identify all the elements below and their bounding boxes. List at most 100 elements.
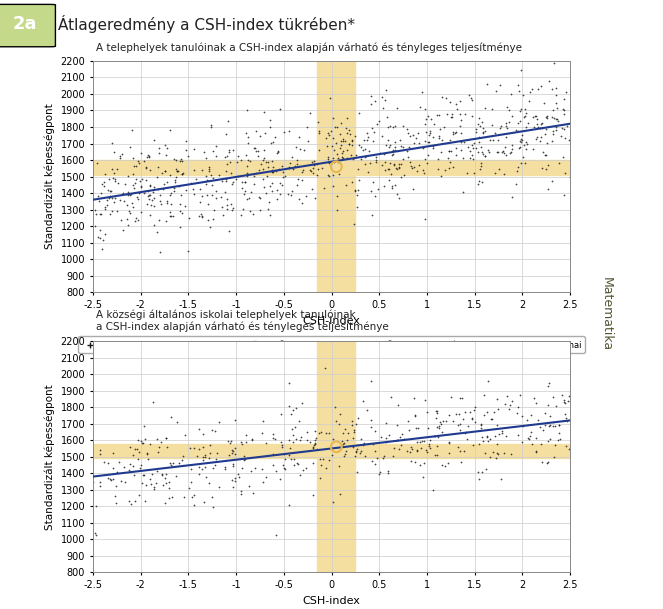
Point [123,172,134,181]
Text: A községi általános iskolai telephelyek tanulóinak
a CSH-index alapján várható é: A községi általános iskolai telephelyek … [96,309,389,332]
Point [201,178,211,188]
Point [137,438,147,448]
X-axis label: CSH-index: CSH-index [302,596,361,606]
Point [433,423,444,433]
Point [319,183,330,193]
Point [515,106,526,116]
Point [394,135,405,145]
Point [543,381,554,391]
Point [331,162,341,172]
Point [384,175,394,185]
Point [223,436,233,446]
Point [474,121,485,130]
Point [511,166,522,176]
Point [431,110,442,120]
Point [241,437,251,447]
Point [156,200,166,209]
Point [413,128,424,138]
Point [352,445,363,454]
Point [308,443,318,452]
Point [151,434,162,443]
Point [242,161,253,171]
Point [341,153,352,163]
Point [168,211,179,221]
Point [318,454,328,463]
Point [432,408,442,418]
Point [121,200,132,210]
Point [444,135,455,145]
Point [469,403,480,412]
Point [432,154,443,164]
Point [419,458,430,468]
Point [284,127,295,136]
Point [388,146,398,155]
Point [497,146,508,155]
Point [482,407,493,417]
Point [432,422,442,432]
Point [254,205,265,215]
Legend: Telephelyek, Országos trend, Az Önök telephelye, Az Önök telephelyének konfidenc: Telephelyek, Országos trend, Az Önök tel… [78,336,585,353]
Point [335,143,346,153]
Point [370,459,381,469]
Point [124,208,135,218]
Point [434,421,444,431]
Point [160,433,171,443]
Point [236,487,247,496]
Point [296,167,307,177]
Point [505,449,516,459]
Point [287,153,298,163]
Point [336,437,347,446]
Point [259,153,270,163]
Point [448,416,458,426]
Point [290,403,301,413]
Point [548,58,559,68]
Point [127,450,138,460]
Point [347,416,357,426]
Point [95,209,105,219]
Point [413,423,424,433]
Point [135,460,146,470]
Point [251,146,261,155]
Point [277,161,288,171]
Point [128,183,139,193]
Point [560,409,570,419]
Point [487,415,497,424]
Point [149,484,159,494]
Point [127,462,138,471]
Point [467,150,477,160]
Point [456,145,467,155]
Point [420,445,431,455]
Point [294,435,305,445]
Point [401,446,412,456]
Point [148,188,158,197]
Point [367,123,377,133]
Point [250,126,261,136]
Point [160,166,170,176]
Point [273,147,284,157]
Point [183,247,194,256]
Point [277,460,288,470]
Point [511,408,522,418]
Point [351,448,362,457]
Point [140,435,151,445]
Point [280,454,290,464]
Point [338,429,349,438]
Point [418,165,428,175]
Point [105,186,116,196]
Point [307,443,318,453]
Point [197,211,208,220]
Point [279,127,290,137]
Point [255,193,265,203]
Point [111,498,121,507]
Point [397,154,408,164]
Point [517,130,528,140]
Point [151,227,162,236]
Point [97,180,107,189]
Point [265,181,275,191]
Point [143,454,153,463]
Point [189,189,200,199]
Point [309,440,320,450]
Point [522,433,533,443]
Point [375,467,385,477]
Point [465,407,475,417]
